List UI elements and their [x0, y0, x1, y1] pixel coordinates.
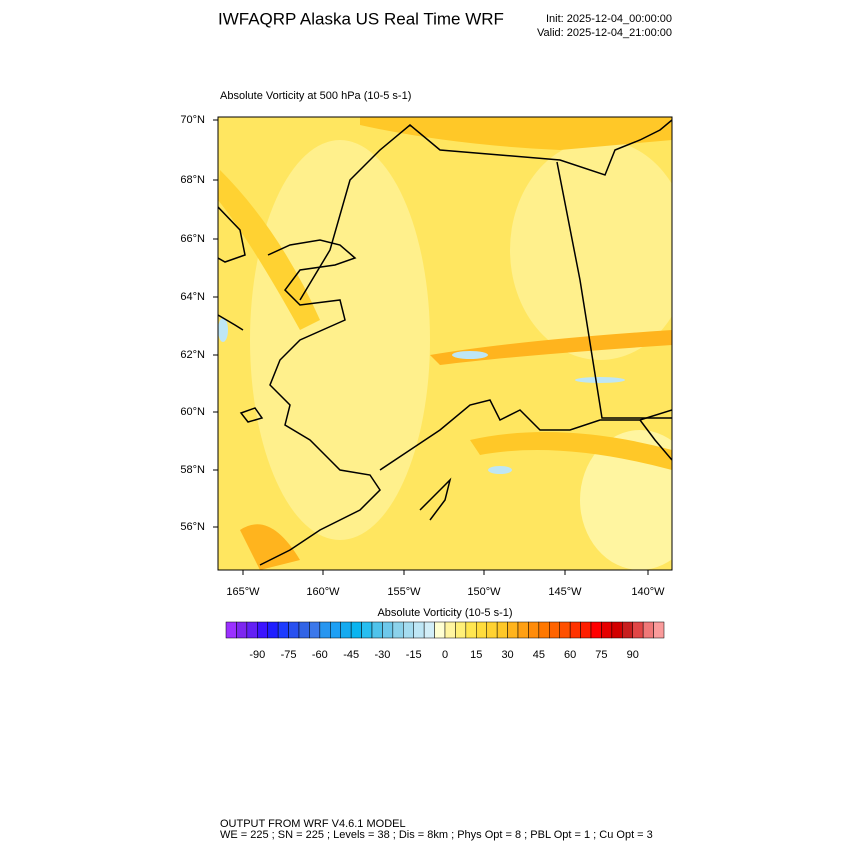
- color-box: [601, 621, 613, 639]
- color-box: [288, 621, 300, 639]
- colorbar-tick-label: -60: [312, 649, 328, 661]
- color-box: [330, 621, 341, 639]
- color-box: [549, 621, 560, 639]
- lon-label: 150°W: [467, 586, 501, 598]
- footer-line: OUTPUT FROM WRF V4.6.1 MODEL: [220, 818, 406, 830]
- lon-label: 155°W: [387, 586, 421, 598]
- color-box: [632, 621, 644, 639]
- color-box: [382, 621, 394, 639]
- color-box: [392, 621, 404, 639]
- color-box: [309, 621, 321, 639]
- colorbar-tick-label: 30: [501, 649, 513, 661]
- color-box: [236, 621, 248, 639]
- color-box: [350, 621, 362, 639]
- color-box: [371, 621, 383, 639]
- color-box: [413, 621, 425, 639]
- color-box: [486, 621, 498, 639]
- colorbar-tick-label: -15: [406, 649, 422, 661]
- lat-label: 70°N: [180, 114, 205, 126]
- lat-label: 64°N: [180, 291, 205, 303]
- color-box: [298, 621, 310, 639]
- colorbar-tick-label: -45: [343, 649, 359, 661]
- colorbar-tick-label: -90: [249, 649, 265, 661]
- map-subtitle: Absolute Vorticity at 500 hPa (10-5 s-1): [220, 90, 411, 102]
- colorbar-title: Absolute Vorticity (10-5 s-1): [377, 607, 512, 619]
- color-box: [496, 621, 508, 639]
- colorbar-tick-label: -30: [374, 649, 390, 661]
- colorbar: -90 -75 -60 -45 -30 -15 0 15 30 45 60 75 90: [225, 621, 665, 661]
- lat-label: 56°N: [180, 521, 205, 533]
- color-box: [559, 621, 571, 639]
- color-box: [476, 621, 487, 639]
- color-box: [434, 621, 446, 639]
- colorbar-tick-label: 90: [627, 649, 639, 661]
- color-box: [517, 621, 529, 639]
- color-box: [423, 621, 435, 639]
- color-box: [455, 621, 467, 639]
- lon-label: 145°W: [548, 586, 582, 598]
- color-box: [319, 621, 331, 639]
- lon-label: 165°W: [226, 586, 260, 598]
- color-box: [277, 621, 289, 639]
- color-box: [444, 621, 456, 639]
- color-box: [465, 621, 477, 639]
- color-box: [569, 621, 581, 639]
- color-box: [590, 621, 602, 639]
- color-box: [528, 621, 540, 639]
- lat-label: 68°N: [180, 174, 205, 186]
- colorbar-tick-label: 45: [533, 649, 545, 661]
- map-frame: [217, 116, 673, 571]
- lat-label: 58°N: [180, 464, 205, 476]
- init-time: Init: 2025-12-04_00:00:00: [546, 13, 672, 25]
- color-box: [507, 621, 519, 639]
- color-box: [267, 621, 279, 639]
- color-box: [361, 621, 373, 639]
- color-box: [580, 621, 592, 639]
- color-box: [246, 621, 258, 639]
- valid-time: Valid: 2025-12-04_21:00:00: [537, 27, 672, 39]
- map-field: [218, 117, 672, 570]
- color-box: [538, 621, 550, 639]
- lat-label: 62°N: [180, 349, 205, 361]
- color-box: [611, 621, 623, 639]
- color-box: [403, 621, 414, 639]
- lon-label: 160°W: [306, 586, 340, 598]
- color-box: [622, 621, 633, 639]
- lat-label: 60°N: [180, 406, 205, 418]
- colorbar-tick-label: 60: [564, 649, 576, 661]
- color-box: [257, 621, 268, 639]
- footer-line: WE = 225 ; SN = 225 ; Levels = 38 ; Dis …: [220, 829, 653, 841]
- colorbar-tick-label: -75: [281, 649, 297, 661]
- color-box: [225, 621, 237, 639]
- colorbar-tick-label: 0: [442, 649, 448, 661]
- lon-label: 140°W: [631, 586, 665, 598]
- lat-label: 66°N: [180, 233, 205, 245]
- color-box: [340, 621, 352, 639]
- colorbar-tick-label: 75: [595, 649, 607, 661]
- colorbar-tick-label: 15: [470, 649, 482, 661]
- color-box: [642, 621, 654, 639]
- color-box: [653, 621, 665, 639]
- title: IWFAQRP Alaska US Real Time WRF: [218, 9, 504, 28]
